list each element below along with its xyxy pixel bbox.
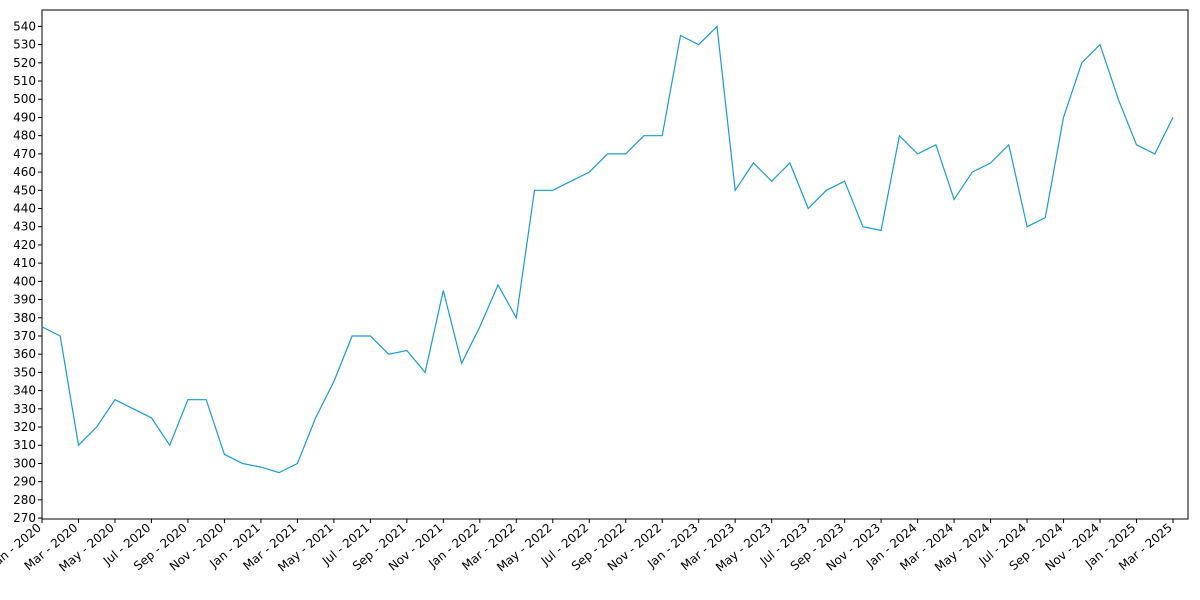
y-tick-label: 510 [13,74,36,88]
y-tick-label: 530 [13,38,36,52]
y-tick-label: 380 [13,311,36,325]
y-tick-label: 340 [13,384,36,398]
y-tick-label: 450 [13,183,36,197]
y-tick-label: 460 [13,165,36,179]
y-tick-label: 370 [13,329,36,343]
y-tick-label: 390 [13,293,36,307]
y-tick-label: 440 [13,202,36,216]
y-tick-label: 320 [13,420,36,434]
y-tick-label: 290 [13,475,36,489]
y-tick-label: 470 [13,147,36,161]
y-tick-label: 300 [13,456,36,470]
y-tick-label: 520 [13,56,36,70]
y-tick-label: 430 [13,220,36,234]
y-tick-label: 400 [13,274,36,288]
y-tick-label: 410 [13,256,36,270]
y-tick-label: 330 [13,402,36,416]
y-tick-label: 280 [13,493,36,507]
y-tick-label: 270 [13,511,36,525]
price-line [41,25,1174,474]
y-tick-label: 500 [13,92,36,106]
y-tick-label: 360 [13,347,36,361]
y-tick-label: 480 [13,129,36,143]
y-tick-label: 490 [13,110,36,124]
plot-frame [41,9,1189,520]
y-tick-label: 350 [13,365,36,379]
y-tick-label: 310 [13,438,36,452]
y-tick-label: 540 [13,19,36,33]
y-tick-label: 420 [13,238,36,252]
